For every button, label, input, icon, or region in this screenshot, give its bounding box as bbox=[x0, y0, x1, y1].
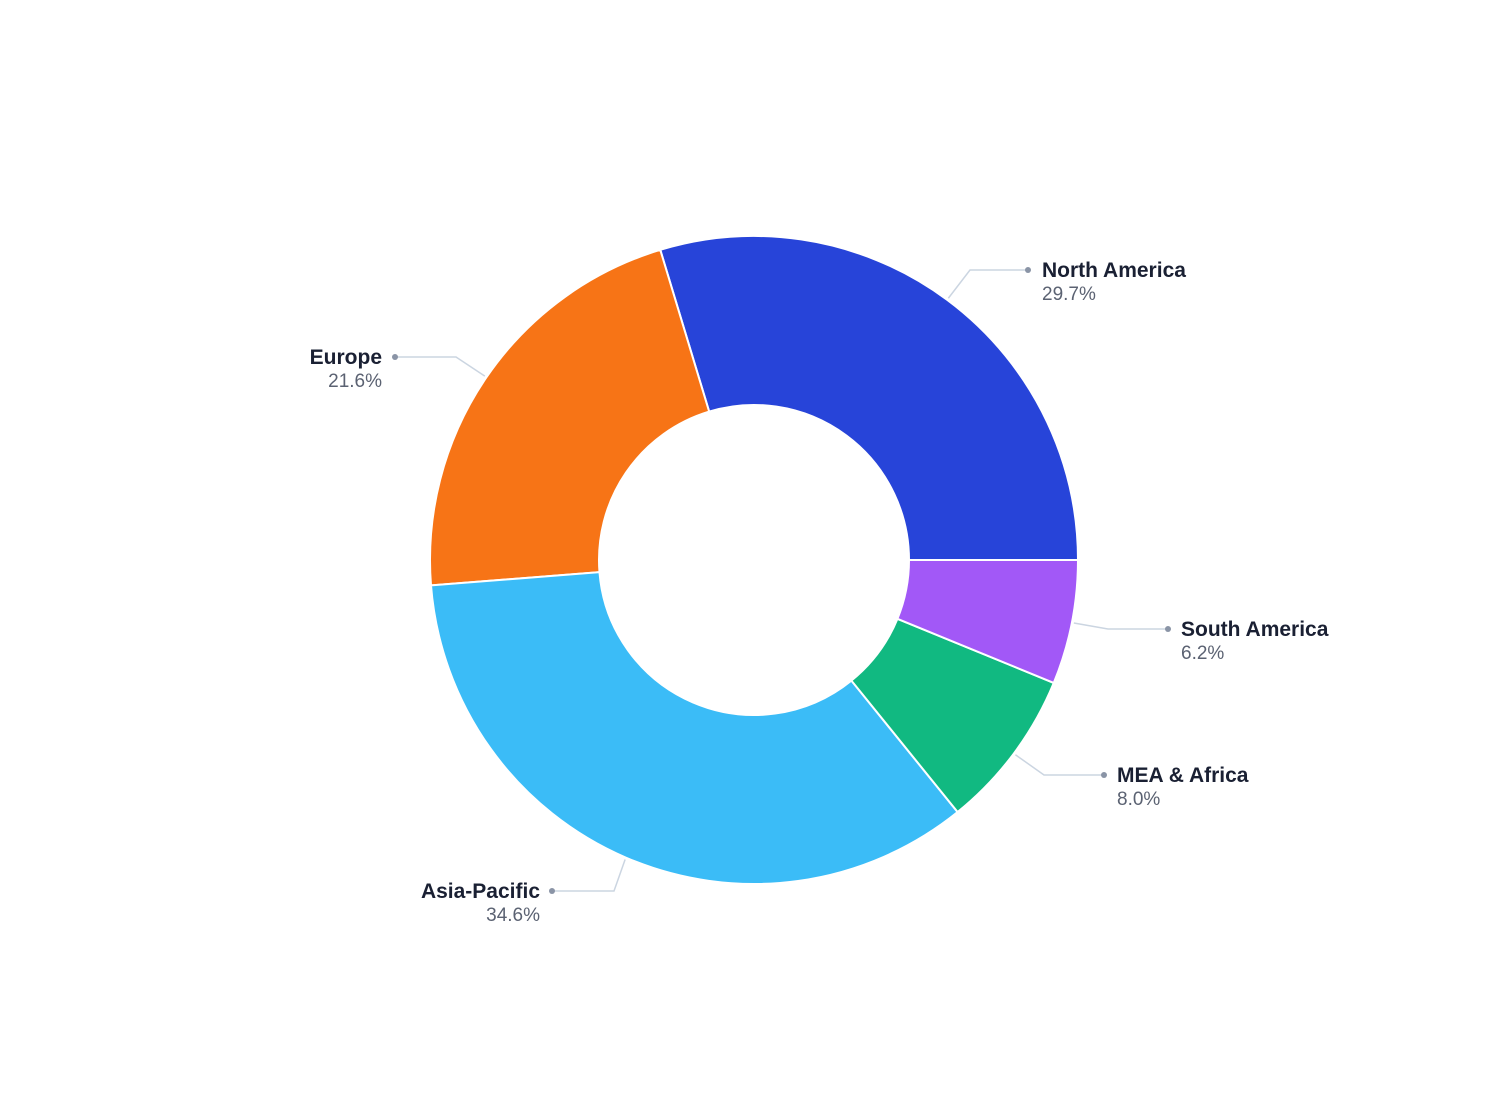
leader-line-south-america bbox=[1073, 622, 1168, 630]
leader-line-mea-and-africa bbox=[1015, 754, 1104, 776]
slices-layer bbox=[429, 235, 1080, 885]
slice-north-america[interactable] bbox=[659, 235, 1080, 561]
leader-dot-europe bbox=[392, 354, 398, 360]
slice-percent-north-america: 29.7% bbox=[1042, 284, 1096, 305]
leader-dot-south-america bbox=[1165, 626, 1171, 632]
slice-label-north-america: North America bbox=[1042, 259, 1186, 282]
slice-label-asia-pacific: Asia-Pacific bbox=[421, 880, 540, 903]
slice-label-mea-and-africa: MEA & Africa bbox=[1117, 764, 1249, 787]
slice-percent-asia-pacific: 34.6% bbox=[486, 905, 540, 926]
leader-line-europe bbox=[395, 356, 486, 377]
leader-line-asia-pacific bbox=[552, 859, 626, 892]
slice-europe[interactable] bbox=[429, 248, 711, 587]
slice-percent-south-america: 6.2% bbox=[1181, 643, 1224, 664]
slice-south-america[interactable] bbox=[896, 559, 1080, 685]
leader-dot-north-america bbox=[1025, 267, 1031, 273]
slice-label-europe: Europe bbox=[310, 346, 382, 369]
slice-asia-pacific[interactable] bbox=[429, 571, 960, 885]
slice-label-south-america: South America bbox=[1181, 618, 1329, 641]
leader-dot-asia-pacific bbox=[549, 888, 555, 894]
leader-dot-mea-and-africa bbox=[1101, 772, 1107, 778]
slice-percent-europe: 21.6% bbox=[328, 371, 382, 392]
leader-line-north-america bbox=[947, 269, 1028, 299]
slice-percent-mea-and-africa: 8.0% bbox=[1117, 789, 1160, 810]
leaders-layer bbox=[392, 267, 1171, 894]
